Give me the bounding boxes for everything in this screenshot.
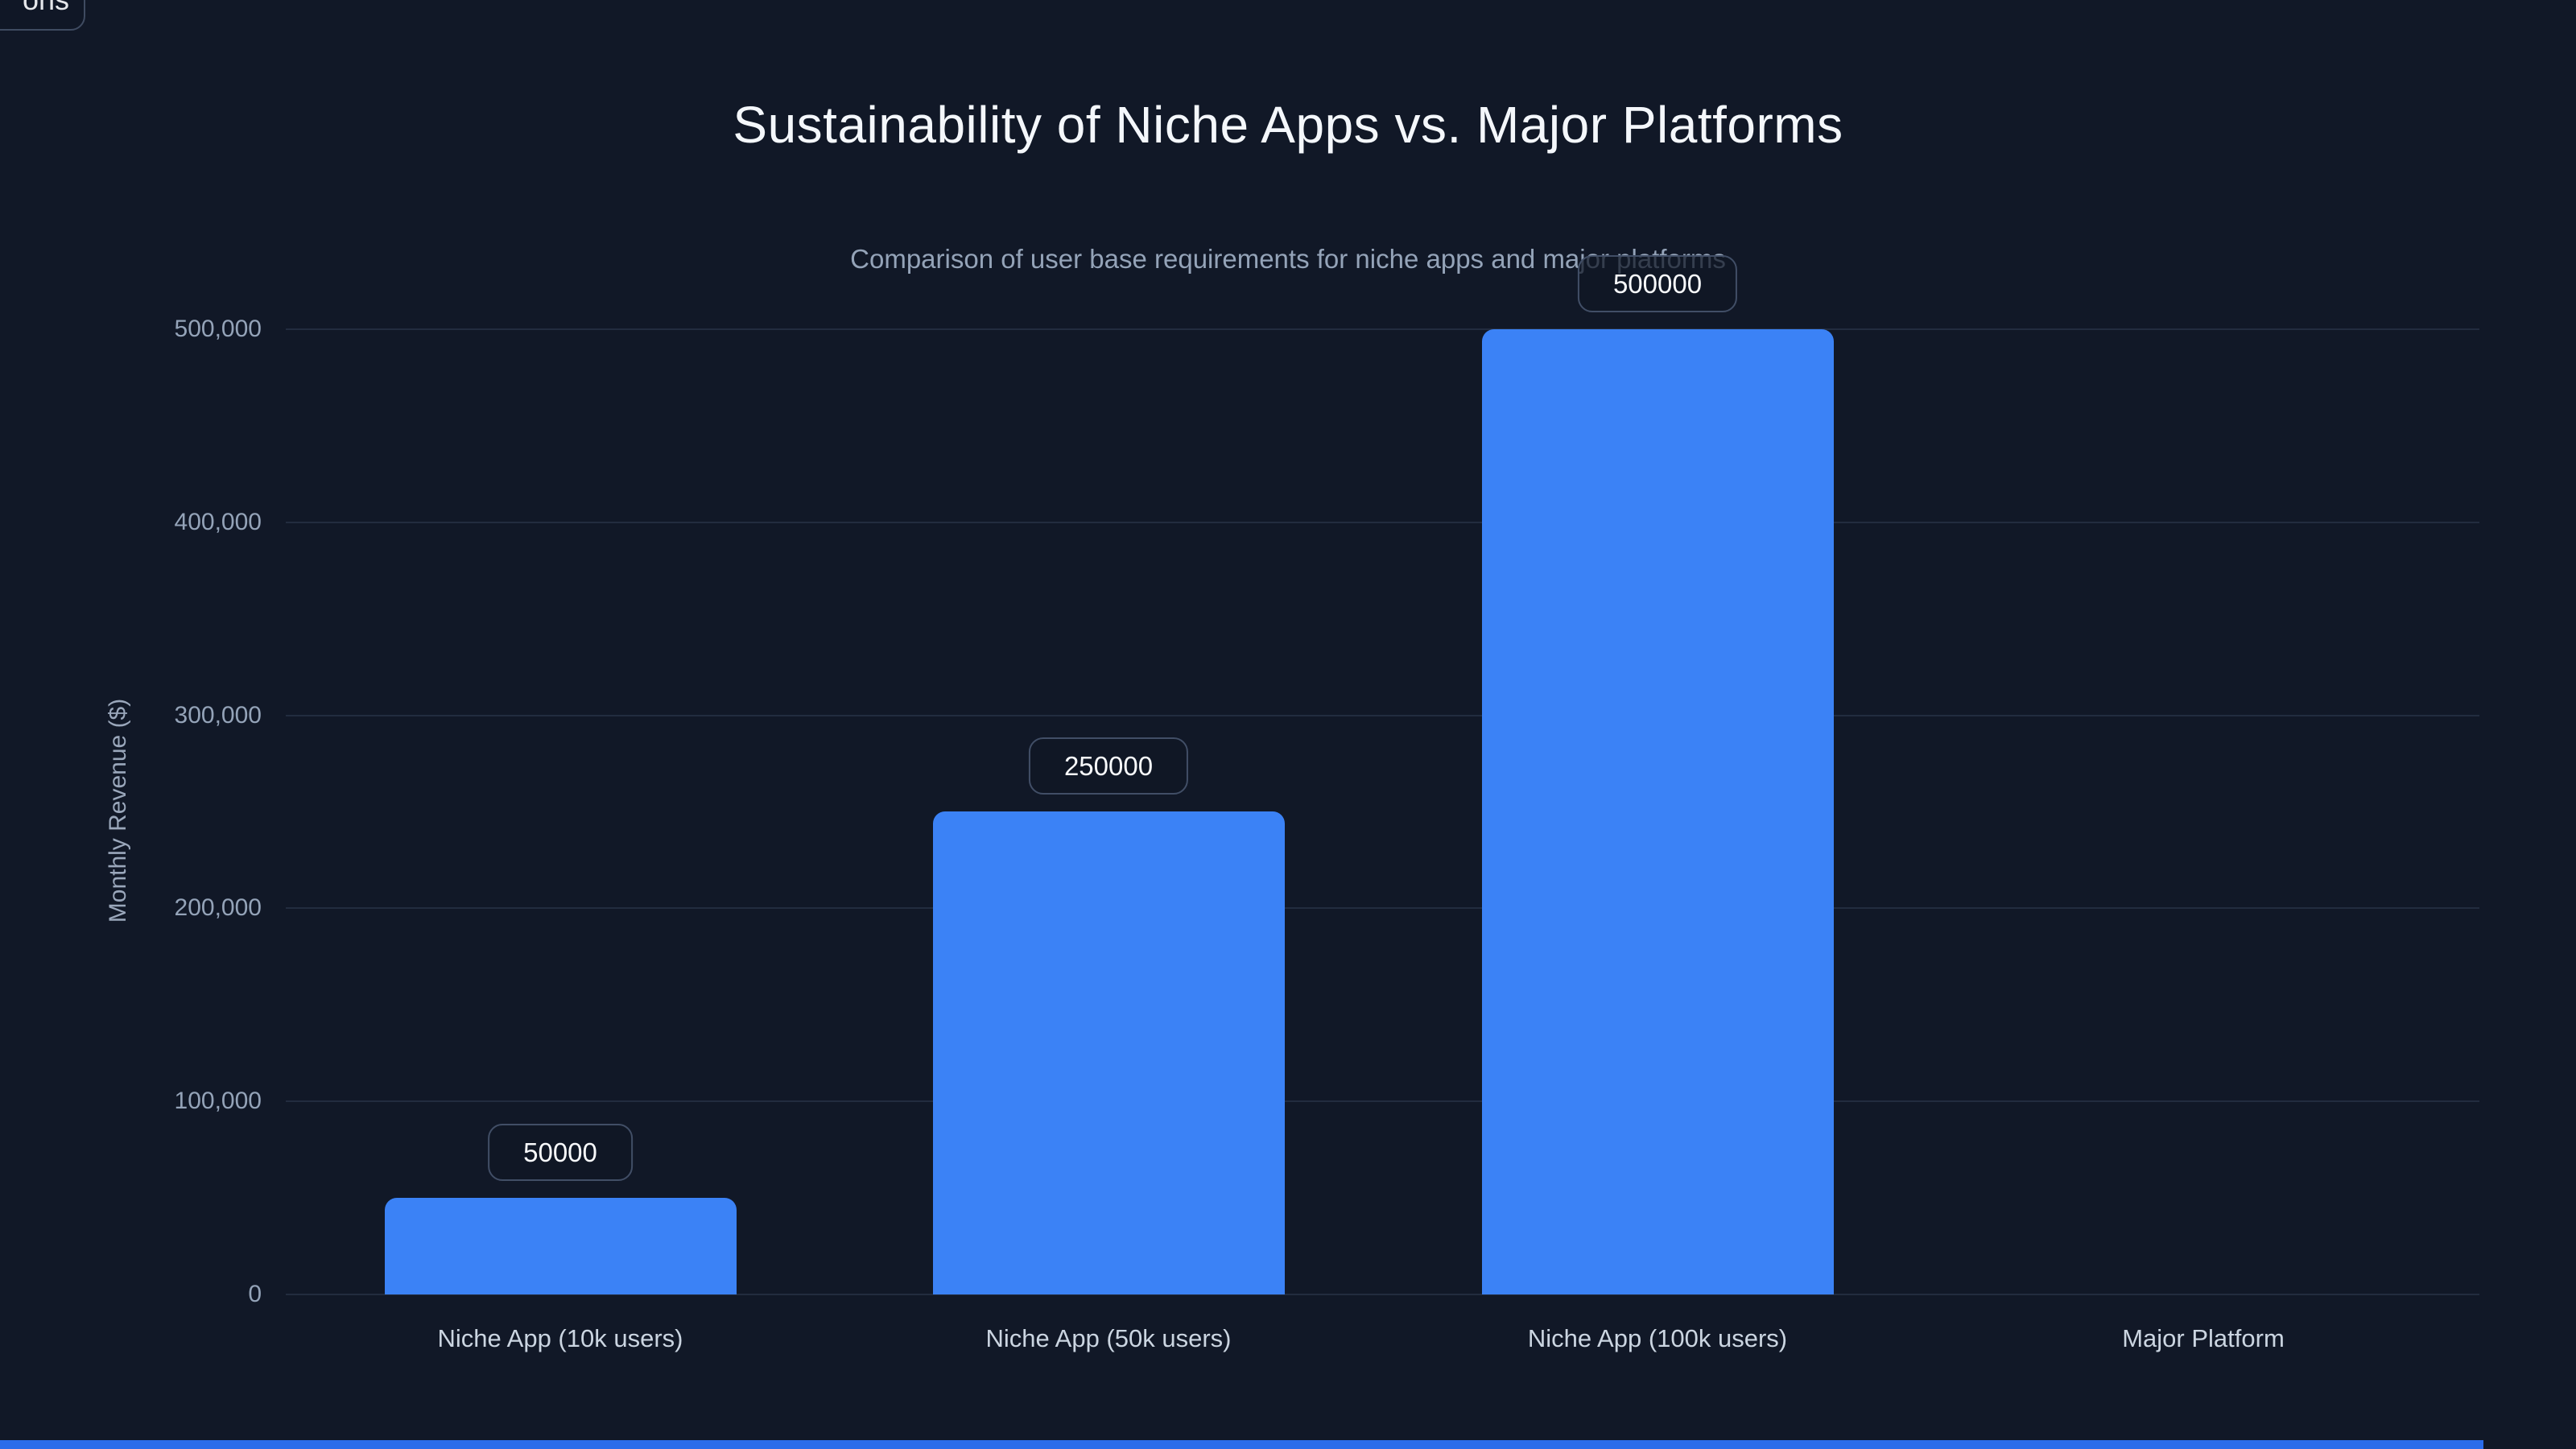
bar[interactable]: [1481, 329, 1834, 1294]
y-tick-label: 400,000: [174, 508, 262, 535]
bar[interactable]: [384, 1198, 737, 1294]
x-tick-label: Niche App (10k users): [437, 1324, 683, 1352]
chart-title: Sustainability of Niche Apps vs. Major P…: [733, 96, 1843, 154]
bottom-accent-bar: [0, 1440, 2483, 1449]
y-tick-label: 0: [248, 1281, 262, 1307]
y-tick-label: 300,000: [174, 701, 262, 729]
data-label-chip: 500000: [1577, 255, 1738, 312]
data-label-chip: 50000: [488, 1124, 633, 1181]
x-tick-label: Niche App (50k users): [985, 1324, 1232, 1352]
x-tick-label: Major Platform: [2122, 1324, 2285, 1352]
gridline: [286, 1100, 2479, 1103]
clipped-label-text: ons: [23, 0, 69, 17]
bar[interactable]: [932, 811, 1285, 1294]
y-tick-label: 100,000: [174, 1088, 262, 1115]
gridline: [286, 328, 2479, 330]
data-label-chip: 250000: [1028, 737, 1189, 795]
y-tick-label: 200,000: [174, 894, 262, 922]
y-tick-label: 500,000: [174, 316, 262, 342]
gridline: [286, 1294, 2479, 1295]
gridline: [286, 521, 2479, 523]
gridline: [286, 714, 2479, 716]
y-axis-title: Monthly Revenue ($): [105, 698, 131, 923]
chart-subtitle: Comparison of user base requirements for…: [850, 244, 1726, 274]
x-tick-label: Niche App (100k users): [1527, 1324, 1788, 1352]
gridline: [286, 907, 2479, 910]
clipped-label-chip: ons: [0, 0, 85, 31]
